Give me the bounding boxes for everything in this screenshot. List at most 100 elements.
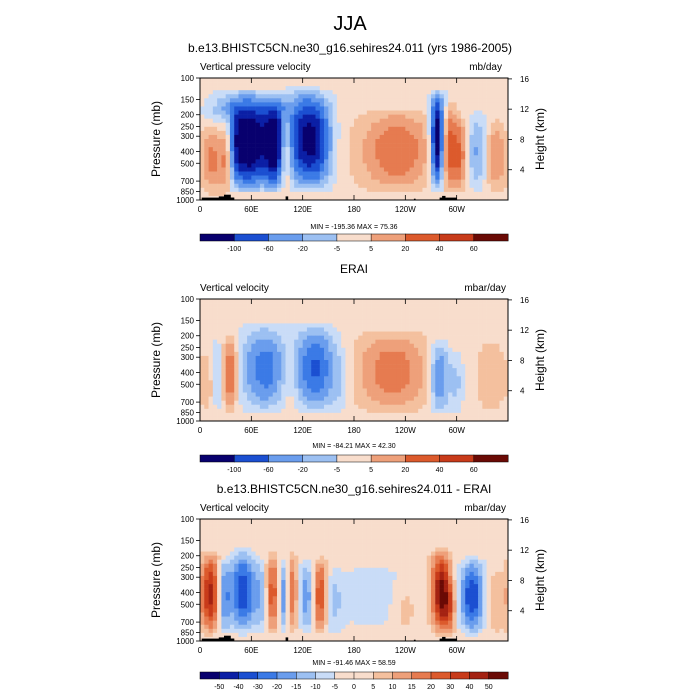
heatmap-cell [413, 299, 419, 304]
heatmap-cell [221, 547, 226, 552]
heatmap-cell [311, 122, 316, 128]
heatmap-cell [311, 523, 316, 528]
heatmap-cell [396, 396, 402, 401]
heatmap-cell [375, 134, 380, 140]
heatmap-cell [281, 86, 286, 91]
heatmap-cell [379, 175, 385, 180]
heatmap-cell [306, 404, 312, 410]
heatmap-cell [443, 171, 449, 176]
heatmap-cell [366, 110, 372, 115]
heatmap-cell [349, 311, 355, 316]
heatmap-cell [396, 82, 402, 87]
heatmap-cell [401, 171, 406, 176]
heatmap-cell [422, 368, 428, 373]
heatmap-cell [311, 195, 316, 201]
heatmap-cell [473, 195, 479, 201]
heatmap-cell [469, 339, 475, 345]
heatmap-cell [234, 171, 239, 176]
heatmap-cell [212, 122, 218, 128]
heatmap-cell [255, 339, 261, 345]
heatmap-cell [289, 335, 295, 340]
heatmap-cell [225, 319, 231, 324]
heatmap-cell [332, 404, 338, 410]
heatmap-cell [413, 303, 419, 308]
heatmap-cell [503, 335, 509, 340]
heatmap-cell [401, 523, 406, 528]
heatmap-cell [478, 171, 483, 176]
heatmap-cell [401, 179, 406, 185]
heatmap-cell [225, 102, 231, 107]
heatmap-cell [409, 360, 415, 365]
heatmap-cell [486, 335, 492, 340]
heatmap-cell [495, 327, 500, 332]
heatmap-cell [341, 539, 346, 544]
heatmap-cell [208, 539, 214, 544]
heatmap-cell [221, 147, 226, 152]
heatmap-cell [401, 339, 406, 345]
heatmap-cell [268, 400, 274, 406]
heatmap-cell [499, 122, 505, 128]
heatmap-cell [439, 408, 445, 414]
heatmap-cell [375, 98, 380, 103]
heatmap-cell [255, 139, 261, 144]
heatmap-cell [478, 126, 483, 132]
heatmap-cell [435, 130, 440, 136]
heatmap-cell [409, 175, 415, 180]
heatmap-cell [396, 408, 402, 414]
heatmap-cell [285, 155, 291, 160]
heatmap-cell [311, 412, 316, 418]
heatmap-cell [234, 315, 239, 320]
heatmap-cell [345, 347, 351, 353]
heatmap-cell [405, 319, 410, 324]
heatmap-cell [238, 307, 244, 312]
heatmap-cell [405, 110, 410, 115]
heatmap-cell [259, 364, 265, 369]
height-tick-label: 12 [520, 326, 529, 335]
heatmap-cell [448, 191, 453, 197]
heatmap-cell [401, 351, 406, 357]
heatmap-cell [439, 114, 445, 119]
heatmap-cell [281, 191, 286, 197]
heatmap-cell [482, 527, 487, 532]
heatmap-cell [490, 372, 496, 377]
heatmap-cell [336, 376, 342, 381]
heatmap-cell [259, 408, 265, 414]
heatmap-cell [277, 163, 282, 168]
heatmap-cell [294, 130, 299, 136]
panel-difference: b.e13.BHISTC5CN.ne30_g16.sehires24.011 -… [149, 482, 547, 691]
heatmap-cell [431, 155, 436, 160]
heatmap-cell [448, 134, 453, 140]
heatmap-cell [375, 147, 380, 152]
heatmap-cell [221, 347, 226, 353]
heatmap-cell [319, 106, 325, 111]
heatmap-cell [439, 380, 445, 385]
heatmap-cell [439, 323, 445, 328]
heatmap-cell [306, 527, 312, 532]
heatmap-cell [413, 335, 419, 340]
heatmap-cell [366, 311, 372, 316]
panel-right-label: mbar/day [464, 283, 506, 294]
heatmap-cell [311, 130, 316, 136]
heatmap-cell [285, 531, 291, 536]
heatmap-cell [324, 303, 329, 308]
heatmap-cell [465, 539, 470, 544]
heatmap-cell [465, 343, 470, 349]
heatmap-cell [345, 110, 351, 115]
heatmap-cell [469, 404, 475, 410]
heatmap-cell [503, 167, 509, 172]
heatmap-cell [272, 307, 278, 312]
heatmap-cell [217, 171, 222, 176]
heatmap-cell [298, 396, 303, 401]
heatmap-cell [392, 319, 398, 324]
heatmap-cell [247, 139, 252, 144]
heatmap-cell [465, 167, 470, 172]
heatmap-cell [302, 543, 308, 548]
heatmap-cell [251, 118, 256, 124]
heatmap-cell [375, 351, 380, 357]
heatmap-cell [247, 408, 252, 414]
heatmap-cell [268, 98, 274, 103]
heatmap-cell [204, 163, 209, 168]
heatmap-cell [247, 347, 252, 353]
heatmap-cell [255, 323, 261, 328]
heatmap-cell [289, 331, 295, 336]
